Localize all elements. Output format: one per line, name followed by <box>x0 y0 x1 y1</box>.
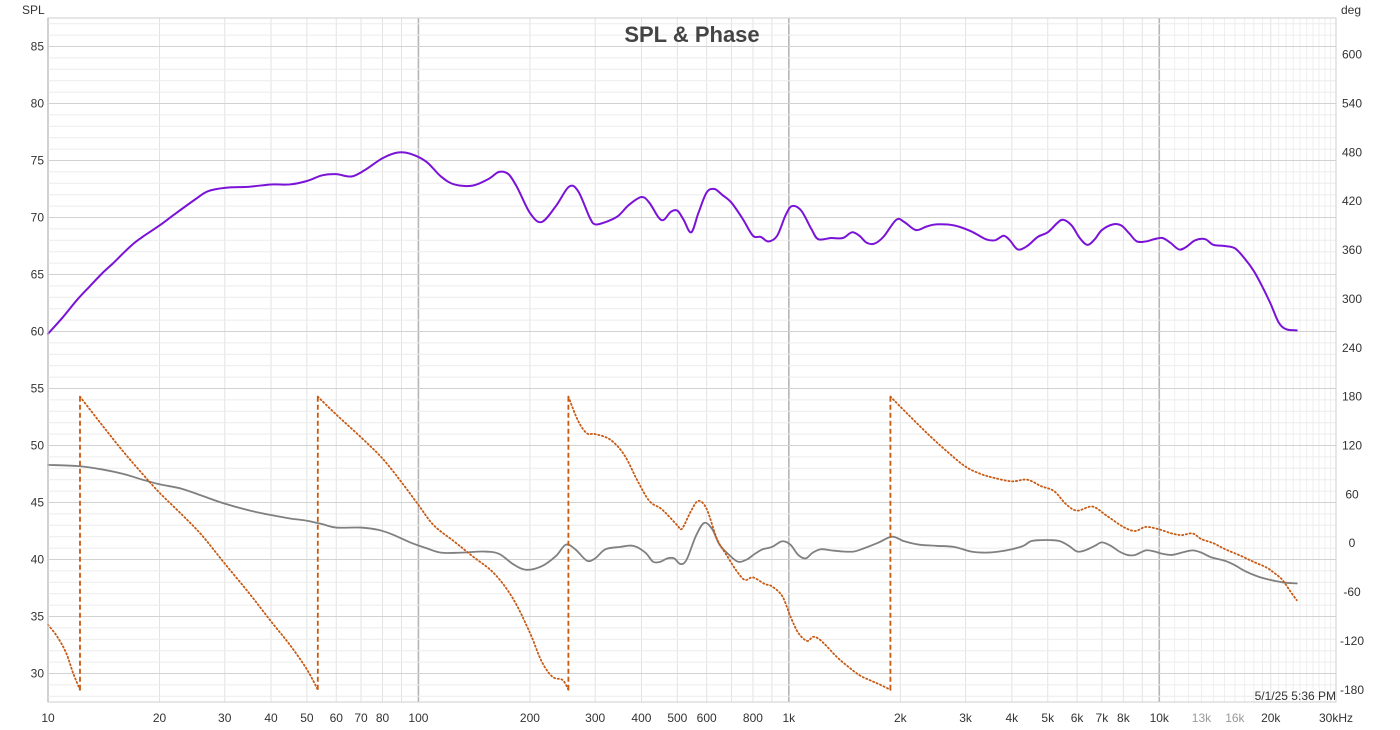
data-lines <box>47 151 1298 691</box>
chart-title: SPL & Phase <box>624 22 759 47</box>
x-tick-label: 600 <box>697 711 717 725</box>
y-tick-label: 40 <box>31 553 45 567</box>
x-tick-label: 6k <box>1071 711 1085 725</box>
x-tick-label: 8k <box>1117 711 1131 725</box>
x-tick-label: 800 <box>743 711 763 725</box>
y2-tick-label: 360 <box>1342 243 1362 257</box>
y2-tick-label: -60 <box>1343 585 1361 599</box>
y2-tick-label: 600 <box>1342 48 1362 62</box>
x-tick-label: 30 <box>218 711 232 725</box>
y2-tick-label: 120 <box>1342 439 1362 453</box>
y2-tick-label: 180 <box>1342 390 1362 404</box>
y-tick-label: 70 <box>31 211 45 225</box>
x-tick-label: 300 <box>585 711 605 725</box>
y2-tick-label: 0 <box>1349 536 1356 550</box>
y-tick-label: 65 <box>31 268 45 282</box>
x-tick-label: 40 <box>264 711 278 725</box>
x-tick-label: 10 <box>41 711 55 725</box>
x-tick-label: 5k <box>1041 711 1055 725</box>
y2-tick-label: 480 <box>1342 145 1362 159</box>
phase-segment <box>889 395 1298 602</box>
y2-tick-label: 540 <box>1342 97 1362 111</box>
x-tick-label: 70 <box>354 711 368 725</box>
x-tick-label: 16k <box>1225 711 1245 725</box>
x-tick-label: 2k <box>894 711 908 725</box>
y-tick-label: 55 <box>31 382 45 396</box>
x-tick-label: 100 <box>408 711 428 725</box>
phase-segment <box>316 395 570 691</box>
plot-frame <box>47 17 1337 703</box>
x-tick-label: 80 <box>376 711 390 725</box>
y-tick-label: 50 <box>31 439 45 453</box>
x-tick-label: 7k <box>1096 711 1110 725</box>
y-tick-label: 45 <box>31 496 45 510</box>
x-tick-label: 50 <box>300 711 314 725</box>
timestamp: 5/1/25 5:36 PM <box>1255 689 1336 703</box>
x-tick-label: 3k <box>959 711 973 725</box>
x-tick-label: 400 <box>631 711 651 725</box>
x-tick-label: 60 <box>330 711 344 725</box>
y-tick-label: 80 <box>31 97 45 111</box>
y2-tick-label: -120 <box>1340 634 1364 648</box>
x-tick-label: 500 <box>667 711 687 725</box>
x-tick-label: 30kHz <box>1319 711 1353 725</box>
y2-tick-label: 420 <box>1342 194 1362 208</box>
y-tick-label: 75 <box>31 154 45 168</box>
y2-tick-label: 240 <box>1342 341 1362 355</box>
y-tick-label: 60 <box>31 325 45 339</box>
y2-tick-label: 300 <box>1342 292 1362 306</box>
y-tick-label: 35 <box>31 610 45 624</box>
series-spl-line <box>47 151 1298 335</box>
x-tick-label: 4k <box>1006 711 1020 725</box>
x-tick-label: 13k <box>1192 711 1212 725</box>
x-tick-label: 20 <box>153 711 167 725</box>
y2-tick-label: 60 <box>1345 487 1359 501</box>
y-axis-title: SPL <box>22 3 45 17</box>
series-gray-line <box>47 463 1298 585</box>
x-tick-label: 200 <box>520 711 540 725</box>
phase-segment <box>47 623 81 691</box>
axes: 10 20 30 40 50 60 70 80 100 200 300 400 500 600 800 1k 2… <box>31 40 1365 726</box>
y2-tick-label: -180 <box>1340 683 1364 697</box>
phase-segment <box>567 395 892 691</box>
x-tick-label: 1k <box>782 711 796 725</box>
x-tick-label: 10k <box>1150 711 1170 725</box>
x-tick-label: 20k <box>1261 711 1281 725</box>
y2-axis-title: deg <box>1341 3 1361 17</box>
y-tick-label: 85 <box>31 40 45 54</box>
phase-segment <box>79 395 319 691</box>
y-tick-label: 30 <box>31 667 45 681</box>
grid <box>47 18 1337 702</box>
